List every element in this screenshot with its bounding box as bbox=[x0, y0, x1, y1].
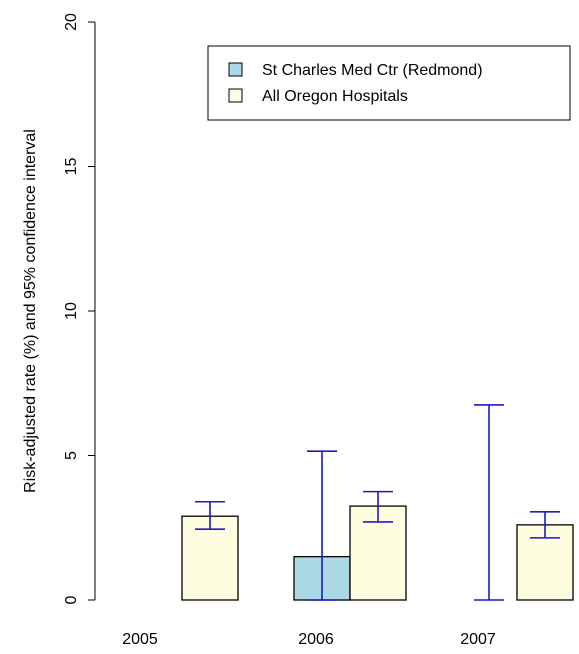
y-axis: 0 5 10 15 20 bbox=[63, 13, 96, 604]
legend-swatch-all-oregon bbox=[228, 88, 243, 103]
error-bars-layer bbox=[195, 404, 560, 601]
y-tick-label-10: 10 bbox=[63, 302, 80, 320]
y-tick-label-20: 20 bbox=[63, 13, 80, 31]
y-tick-label-0: 0 bbox=[63, 595, 80, 604]
x-label-2007: 2007 bbox=[460, 631, 496, 648]
legend-label-st-charles: St Charles Med Ctr (Redmond) bbox=[262, 62, 483, 79]
x-label-2006: 2006 bbox=[298, 631, 334, 648]
legend: St Charles Med Ctr (Redmond) All Oregon … bbox=[207, 45, 571, 121]
legend-box bbox=[207, 45, 571, 121]
x-label-2005: 2005 bbox=[122, 631, 158, 648]
bar-2005-series-1 bbox=[181, 515, 239, 601]
y-axis-label: Risk-adjusted rate (%) and 95% confidenc… bbox=[22, 129, 39, 493]
y-tick-label-15: 15 bbox=[63, 158, 80, 176]
x-axis-labels: 2005 2006 2007 bbox=[122, 631, 496, 648]
legend-label-all-oregon: All Oregon Hospitals bbox=[262, 88, 408, 105]
legend-swatch-st-charles bbox=[228, 62, 243, 77]
y-tick-label-5: 5 bbox=[63, 451, 80, 460]
